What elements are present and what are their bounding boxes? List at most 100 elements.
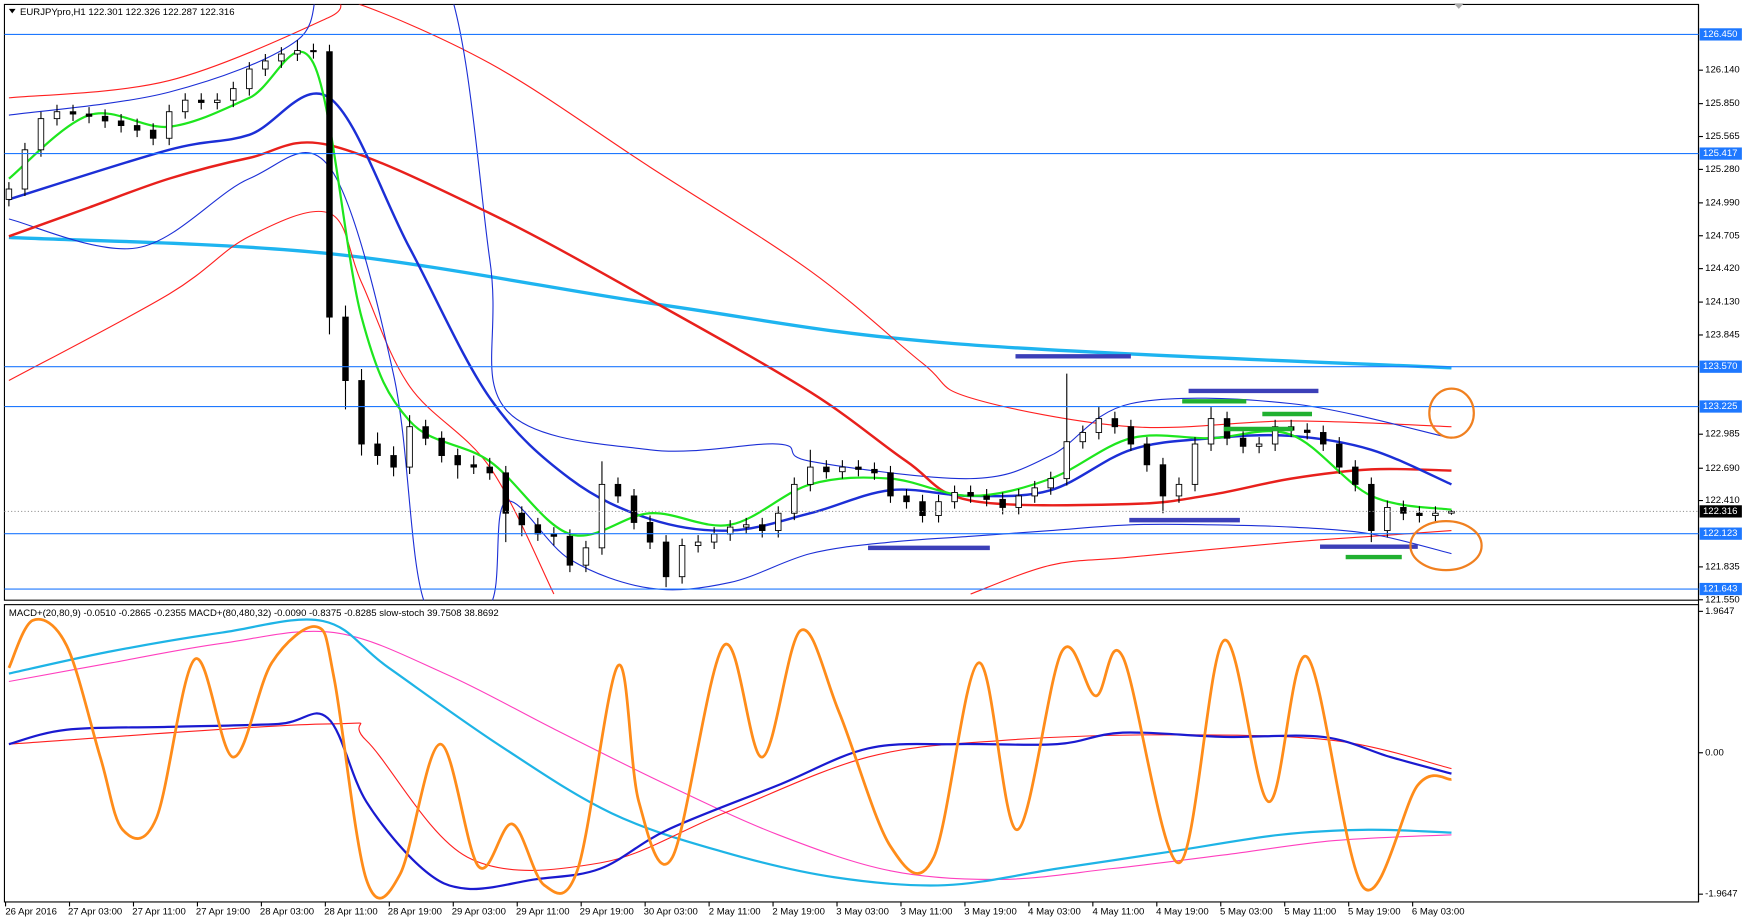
candle-body	[101, 115, 109, 122]
candle-body	[438, 437, 445, 456]
candle-body	[935, 501, 942, 516]
x-tick-label: 4 May 03:00	[1028, 907, 1081, 918]
candle-body	[678, 545, 686, 578]
x-tick-label: 4 May 19:00	[1156, 907, 1209, 918]
level-label: 122.123	[1703, 528, 1738, 539]
candle-body	[726, 526, 734, 535]
candle-body	[983, 495, 990, 500]
candle-body	[1063, 441, 1071, 480]
candle-body	[214, 99, 221, 103]
x-tick-label: 3 May 11:00	[901, 907, 953, 918]
level-label: 126.450	[1703, 29, 1738, 40]
candle-body	[1303, 429, 1311, 433]
level-label-bg	[1699, 527, 1742, 540]
candle-body	[1143, 443, 1151, 466]
candle-body	[1015, 495, 1022, 508]
x-tick-label: 5 May 03:00	[1220, 907, 1273, 918]
y-tick-label: 124.705	[1705, 230, 1740, 241]
chart-title: EURJPYpro,H1 122.301 122.326 122.287 122…	[20, 7, 235, 18]
level-label-bg	[1699, 147, 1742, 160]
candle-body	[1159, 464, 1167, 497]
highlight-circle	[1428, 387, 1475, 439]
candle-body	[1400, 507, 1407, 514]
candle-body	[21, 149, 29, 190]
x-tick-label: 28 Apr 03:00	[260, 907, 314, 918]
candle-body	[53, 111, 61, 120]
candle-body	[1207, 418, 1215, 445]
candle-body	[903, 495, 910, 503]
candle-body	[646, 522, 654, 543]
last-price-label: 122.316	[1703, 506, 1738, 517]
y-tick-label: 121.835	[1705, 561, 1740, 572]
candle-body	[1336, 443, 1343, 468]
candle-body	[1448, 510, 1455, 514]
candle-body	[422, 426, 429, 439]
candle-body	[614, 483, 622, 497]
candle-body	[1111, 418, 1119, 428]
candle-body	[887, 472, 894, 497]
candle-body	[694, 541, 702, 546]
candle-body	[390, 455, 397, 468]
candle-body	[486, 466, 493, 474]
highlight-circle	[1409, 520, 1483, 572]
candle-body	[1095, 418, 1103, 433]
last-price-bg	[1699, 505, 1742, 518]
x-tick-label: 29 Apr 11:00	[516, 907, 570, 918]
candle-body	[69, 111, 77, 115]
candle-body	[919, 501, 926, 516]
candle-body	[582, 547, 590, 566]
candle-body	[310, 50, 317, 53]
indicator-line	[8, 4, 1452, 480]
candle-body	[294, 50, 301, 55]
x-tick-label: 29 Apr 03:00	[452, 907, 506, 918]
x-tick-label: 2 May 11:00	[709, 907, 761, 918]
candle-body	[1047, 478, 1054, 489]
candle-body	[1271, 426, 1279, 445]
candle-body	[791, 483, 798, 514]
candle-body	[133, 125, 141, 131]
level-label-bg	[1699, 400, 1742, 413]
y-tick-label: 122.985	[1705, 429, 1740, 440]
candle-body	[454, 455, 461, 466]
menu-arrow[interactable]	[8, 8, 16, 14]
candle-body	[710, 533, 718, 543]
candle-body	[1432, 512, 1439, 516]
candle-body	[5, 188, 13, 200]
candle-body	[1384, 507, 1391, 531]
level-label: 123.570	[1703, 361, 1738, 372]
candle-body	[502, 472, 510, 514]
candle-body	[839, 466, 846, 473]
y-tick-label: 126.140	[1705, 65, 1740, 76]
indicator-line	[8, 4, 1452, 429]
indicator-line	[7, 618, 1452, 900]
candle-body	[550, 533, 558, 537]
candle-body	[1352, 466, 1359, 485]
level-label-bg	[1699, 360, 1742, 373]
level-label: 123.225	[1703, 401, 1738, 412]
x-tick-label: 26 Apr 2016	[5, 907, 57, 918]
x-tick-label: 27 Apr 19:00	[196, 907, 250, 918]
candle-body	[262, 60, 269, 70]
candle-body	[1255, 443, 1263, 447]
x-tick-label: 6 May 03:00	[1412, 907, 1465, 918]
x-tick-label: 28 Apr 11:00	[324, 907, 378, 918]
candle-body	[470, 464, 477, 468]
y-tick-label: 124.990	[1705, 197, 1740, 208]
candle-body	[198, 99, 205, 103]
candle-body	[855, 466, 862, 470]
candle-body	[759, 524, 766, 531]
candle-body	[1191, 443, 1199, 485]
candle-body	[1368, 483, 1375, 531]
candle-body	[967, 492, 974, 497]
candle-body	[518, 512, 526, 526]
x-tick-label: 28 Apr 19:00	[388, 907, 442, 918]
candle-body	[598, 483, 606, 549]
indicator-line	[8, 630, 1452, 881]
level-label-bg	[1699, 582, 1742, 596]
y-tick-label: 1.9647	[1705, 606, 1734, 617]
candle-body	[630, 495, 638, 523]
x-tick-label: 2 May 19:00	[772, 907, 825, 918]
x-tick-label: 3 May 19:00	[964, 907, 1017, 918]
